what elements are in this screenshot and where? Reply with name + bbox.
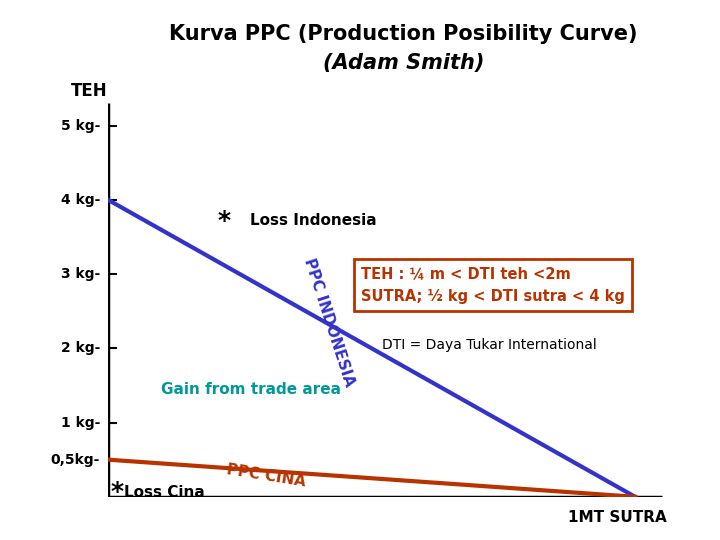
Text: 2 kg-: 2 kg- [60,341,100,355]
Text: 4 kg-: 4 kg- [60,193,100,207]
Text: Loss Indonesia: Loss Indonesia [251,213,377,228]
Text: TEH: TEH [71,82,108,99]
Text: 1 kg-: 1 kg- [60,416,100,429]
Text: Gain from trade area: Gain from trade area [161,382,341,397]
Text: PPC INDONESIA: PPC INDONESIA [302,256,357,388]
Text: 5 kg-: 5 kg- [60,119,100,132]
Text: Loss Cina: Loss Cina [124,485,204,500]
Text: 1MT SUTRA: 1MT SUTRA [568,510,667,525]
Text: *: * [217,208,230,233]
Text: TEH : ¼ m < DTI teh <2m
SUTRA; ½ kg < DTI sutra < 4 kg: TEH : ¼ m < DTI teh <2m SUTRA; ½ kg < DT… [361,267,625,304]
Text: DTI = Daya Tukar International: DTI = Daya Tukar International [382,338,597,352]
Text: (Adam Smith): (Adam Smith) [323,53,484,73]
Text: 0,5kg-: 0,5kg- [50,453,100,467]
Text: Kurva PPC (Production Posibility Curve): Kurva PPC (Production Posibility Curve) [169,24,637,44]
Text: PPC CINA: PPC CINA [225,462,307,490]
Text: 3 kg-: 3 kg- [61,267,100,281]
Text: *: * [111,481,124,504]
